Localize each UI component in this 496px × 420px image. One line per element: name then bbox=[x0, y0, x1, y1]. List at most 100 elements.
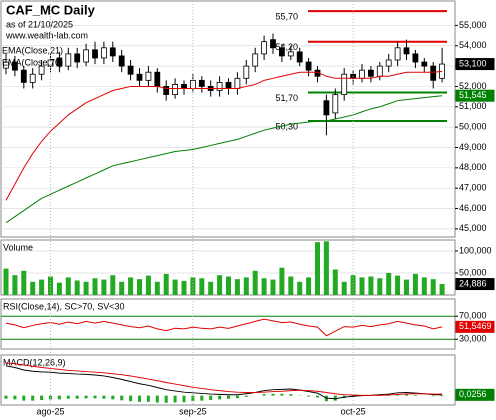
volume-bar bbox=[252, 270, 258, 295]
candle-body bbox=[234, 77, 241, 89]
y-tick-label: 55,000 bbox=[459, 20, 487, 30]
candle-body bbox=[376, 65, 383, 77]
histogram-bar bbox=[209, 395, 213, 400]
volume-bar bbox=[404, 279, 409, 295]
candle-body bbox=[421, 61, 428, 67]
volume-bar bbox=[30, 281, 36, 295]
panel bbox=[0, 0, 456, 238]
candle-body bbox=[305, 61, 312, 71]
y-tick-label: 47,000 bbox=[459, 183, 487, 193]
volume-bar bbox=[421, 277, 427, 295]
volume-bar bbox=[48, 276, 53, 295]
candle-body bbox=[252, 53, 259, 67]
candle-body bbox=[145, 71, 152, 81]
candle-body bbox=[29, 73, 36, 83]
candle-body bbox=[20, 69, 27, 83]
volume-bar bbox=[350, 275, 356, 295]
candle-body bbox=[154, 71, 161, 87]
histogram-bar bbox=[111, 395, 115, 400]
candle-body bbox=[287, 51, 294, 57]
ema-line bbox=[5, 95, 443, 224]
histogram-bar bbox=[262, 394, 266, 396]
candle-body bbox=[11, 61, 18, 71]
volume-bar bbox=[3, 268, 9, 295]
histogram-bar bbox=[66, 395, 70, 399]
legend-entry: EMA(Close,70) bbox=[2, 57, 63, 67]
histogram-bar bbox=[200, 395, 204, 401]
indicator-line bbox=[5, 318, 443, 337]
histogram-bar bbox=[4, 395, 8, 399]
y-tick-label: 51,000 bbox=[459, 101, 487, 111]
last-value-label: 53,100 bbox=[459, 58, 487, 68]
histogram-bar bbox=[155, 395, 159, 403]
volume-bar bbox=[412, 273, 418, 295]
volume-bar bbox=[21, 270, 27, 295]
y-tick-label: 49,000 bbox=[459, 142, 487, 152]
panel-title: Volume bbox=[3, 242, 33, 252]
candle-body bbox=[261, 41, 268, 55]
histogram-bar bbox=[244, 395, 248, 397]
subtitle: as of 21/10/2025 bbox=[6, 19, 73, 29]
volume-bar bbox=[39, 279, 45, 295]
volume-bar bbox=[12, 275, 18, 295]
candle-body bbox=[412, 53, 419, 63]
volume-bar bbox=[288, 276, 294, 295]
candle-body bbox=[385, 59, 392, 67]
histogram-bar bbox=[235, 395, 239, 399]
histogram-bar bbox=[431, 395, 435, 397]
volume-bar bbox=[395, 275, 401, 295]
candle-body bbox=[216, 81, 223, 91]
histogram-bar bbox=[84, 395, 88, 399]
histogram-bar bbox=[307, 395, 311, 397]
candle-body bbox=[65, 53, 72, 67]
y-tick-label: 70,000 bbox=[459, 311, 487, 321]
last-value-label: 0,0256 bbox=[459, 389, 487, 399]
chart-title: CAF_MC Daily bbox=[6, 2, 96, 17]
volume-bar bbox=[83, 281, 89, 295]
candle-body bbox=[38, 65, 45, 75]
volume-bar bbox=[226, 276, 231, 295]
histogram-bar bbox=[57, 395, 61, 400]
volume-bar bbox=[56, 282, 62, 295]
candle-body bbox=[403, 47, 410, 55]
candle-body bbox=[430, 65, 437, 81]
histogram-bar bbox=[182, 395, 186, 403]
candle-body bbox=[127, 65, 134, 75]
candle-body bbox=[296, 51, 303, 63]
volume-bar bbox=[163, 273, 169, 295]
y-tick-label: 50,000 bbox=[459, 122, 487, 132]
candle-body bbox=[83, 49, 89, 63]
candle-body bbox=[3, 61, 9, 69]
volume-bar bbox=[101, 279, 107, 295]
volume-bar bbox=[332, 269, 338, 295]
candle-body bbox=[367, 69, 374, 77]
y-tick-label: 50,000 bbox=[459, 267, 487, 277]
y-tick-label: 52,000 bbox=[459, 81, 487, 91]
candle-body bbox=[101, 47, 107, 59]
volume-bar bbox=[430, 279, 436, 295]
y-tick-label: 100,000 bbox=[459, 245, 492, 255]
volume-bar bbox=[199, 278, 205, 295]
histogram-bar bbox=[316, 395, 319, 398]
y-tick-label: 46,000 bbox=[459, 203, 487, 213]
volume-bar bbox=[359, 277, 365, 295]
last-value-box bbox=[455, 278, 495, 291]
volume-bar bbox=[65, 277, 71, 295]
candle-body bbox=[278, 47, 285, 57]
histogram-bar bbox=[164, 395, 168, 403]
candle-body bbox=[270, 39, 276, 49]
legend-entry: EMA(Close,21) bbox=[2, 45, 63, 55]
candle-body bbox=[243, 65, 250, 79]
histogram-bar bbox=[102, 395, 106, 399]
histogram-bar bbox=[40, 395, 44, 400]
volume-bar bbox=[261, 278, 267, 295]
volume-bar bbox=[368, 276, 374, 295]
histogram-bar bbox=[93, 395, 97, 399]
histogram-bar bbox=[13, 395, 17, 400]
candle-body bbox=[181, 84, 187, 89]
candle-body bbox=[172, 84, 179, 95]
candle-body bbox=[323, 100, 330, 116]
volume-bar bbox=[172, 279, 178, 295]
volume-bar bbox=[297, 281, 303, 295]
